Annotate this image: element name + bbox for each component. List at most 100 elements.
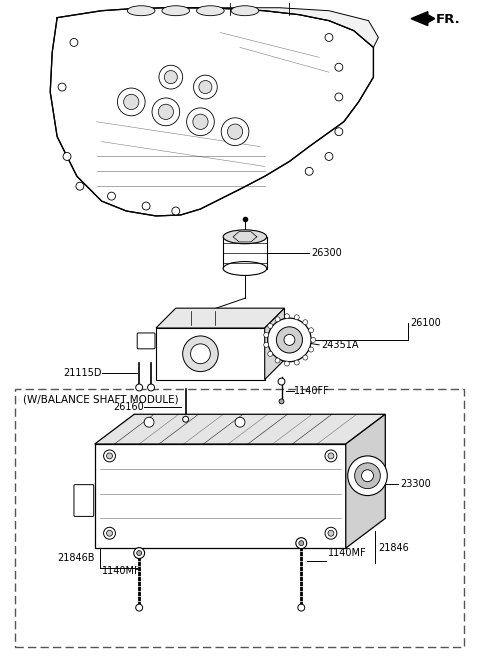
Text: 1140MF: 1140MF	[102, 566, 140, 576]
Polygon shape	[95, 414, 385, 444]
Circle shape	[335, 63, 343, 72]
Circle shape	[183, 417, 189, 422]
Circle shape	[104, 450, 116, 462]
Circle shape	[193, 114, 208, 129]
Circle shape	[191, 344, 210, 363]
Bar	[14, 390, 464, 647]
Circle shape	[264, 333, 269, 337]
Circle shape	[285, 314, 289, 319]
Circle shape	[183, 336, 218, 372]
Circle shape	[268, 318, 311, 361]
Circle shape	[228, 124, 243, 139]
Circle shape	[311, 337, 316, 342]
Text: 26300: 26300	[311, 248, 342, 258]
Circle shape	[172, 207, 180, 215]
Circle shape	[235, 417, 245, 427]
Circle shape	[294, 360, 299, 365]
Circle shape	[325, 527, 337, 539]
Circle shape	[118, 88, 145, 116]
Circle shape	[303, 319, 308, 325]
Text: 1140MF: 1140MF	[328, 548, 367, 558]
Circle shape	[275, 317, 280, 322]
Text: 21115D: 21115D	[63, 367, 102, 378]
Circle shape	[279, 399, 284, 404]
Circle shape	[147, 384, 155, 391]
FancyBboxPatch shape	[137, 333, 155, 349]
Circle shape	[137, 550, 142, 556]
Text: 21846: 21846	[378, 543, 409, 553]
Polygon shape	[264, 308, 285, 380]
Circle shape	[268, 323, 273, 329]
Text: 21318: 21318	[102, 536, 132, 546]
Polygon shape	[156, 328, 264, 380]
Ellipse shape	[162, 6, 190, 16]
Circle shape	[158, 104, 173, 119]
Circle shape	[285, 361, 289, 366]
Circle shape	[303, 355, 308, 360]
Bar	[223, 237, 267, 268]
Ellipse shape	[223, 230, 267, 244]
Circle shape	[278, 378, 285, 385]
Circle shape	[124, 94, 139, 110]
Circle shape	[284, 335, 295, 345]
Polygon shape	[166, 8, 378, 47]
Circle shape	[305, 167, 313, 175]
Circle shape	[264, 342, 269, 347]
Circle shape	[134, 548, 144, 558]
Circle shape	[221, 118, 249, 146]
Ellipse shape	[223, 262, 267, 276]
Circle shape	[136, 384, 143, 391]
Text: 23300: 23300	[400, 479, 431, 489]
Text: 26100: 26100	[410, 318, 441, 328]
Circle shape	[335, 93, 343, 101]
Circle shape	[107, 453, 112, 459]
Text: FR.: FR.	[436, 12, 460, 26]
FancyBboxPatch shape	[74, 485, 94, 516]
Circle shape	[187, 108, 214, 136]
Circle shape	[325, 152, 333, 161]
Circle shape	[348, 456, 387, 495]
Ellipse shape	[196, 6, 224, 16]
Text: (W/BALANCE SHAFT MODULE): (W/BALANCE SHAFT MODULE)	[23, 394, 178, 404]
Circle shape	[309, 328, 313, 333]
Circle shape	[325, 450, 337, 462]
Circle shape	[108, 192, 116, 200]
Ellipse shape	[231, 6, 259, 16]
Circle shape	[335, 128, 343, 136]
Circle shape	[268, 352, 273, 356]
Circle shape	[136, 604, 143, 611]
Circle shape	[152, 98, 180, 126]
Circle shape	[275, 358, 280, 363]
Circle shape	[361, 470, 373, 482]
Polygon shape	[411, 12, 435, 26]
Circle shape	[199, 81, 212, 94]
Ellipse shape	[127, 6, 155, 16]
Circle shape	[193, 75, 217, 99]
Circle shape	[325, 33, 333, 41]
Circle shape	[70, 39, 78, 47]
Circle shape	[309, 347, 313, 352]
Text: 1140FF: 1140FF	[294, 386, 330, 396]
Polygon shape	[95, 444, 346, 548]
Circle shape	[296, 538, 307, 548]
Polygon shape	[346, 414, 385, 548]
Text: 24351A: 24351A	[321, 340, 359, 350]
Circle shape	[144, 417, 154, 427]
Circle shape	[164, 71, 177, 84]
Text: 21846B: 21846B	[57, 553, 95, 563]
Circle shape	[63, 152, 71, 161]
Text: 26160: 26160	[113, 402, 144, 413]
Circle shape	[294, 315, 299, 319]
Circle shape	[142, 202, 150, 210]
Circle shape	[58, 83, 66, 91]
Circle shape	[328, 530, 334, 536]
Polygon shape	[50, 8, 373, 216]
Circle shape	[276, 327, 302, 353]
Circle shape	[355, 463, 380, 489]
Circle shape	[76, 182, 84, 190]
Text: 21318: 21318	[328, 530, 359, 541]
Circle shape	[104, 527, 116, 539]
Circle shape	[328, 453, 334, 459]
Polygon shape	[156, 308, 285, 328]
Circle shape	[107, 530, 112, 536]
